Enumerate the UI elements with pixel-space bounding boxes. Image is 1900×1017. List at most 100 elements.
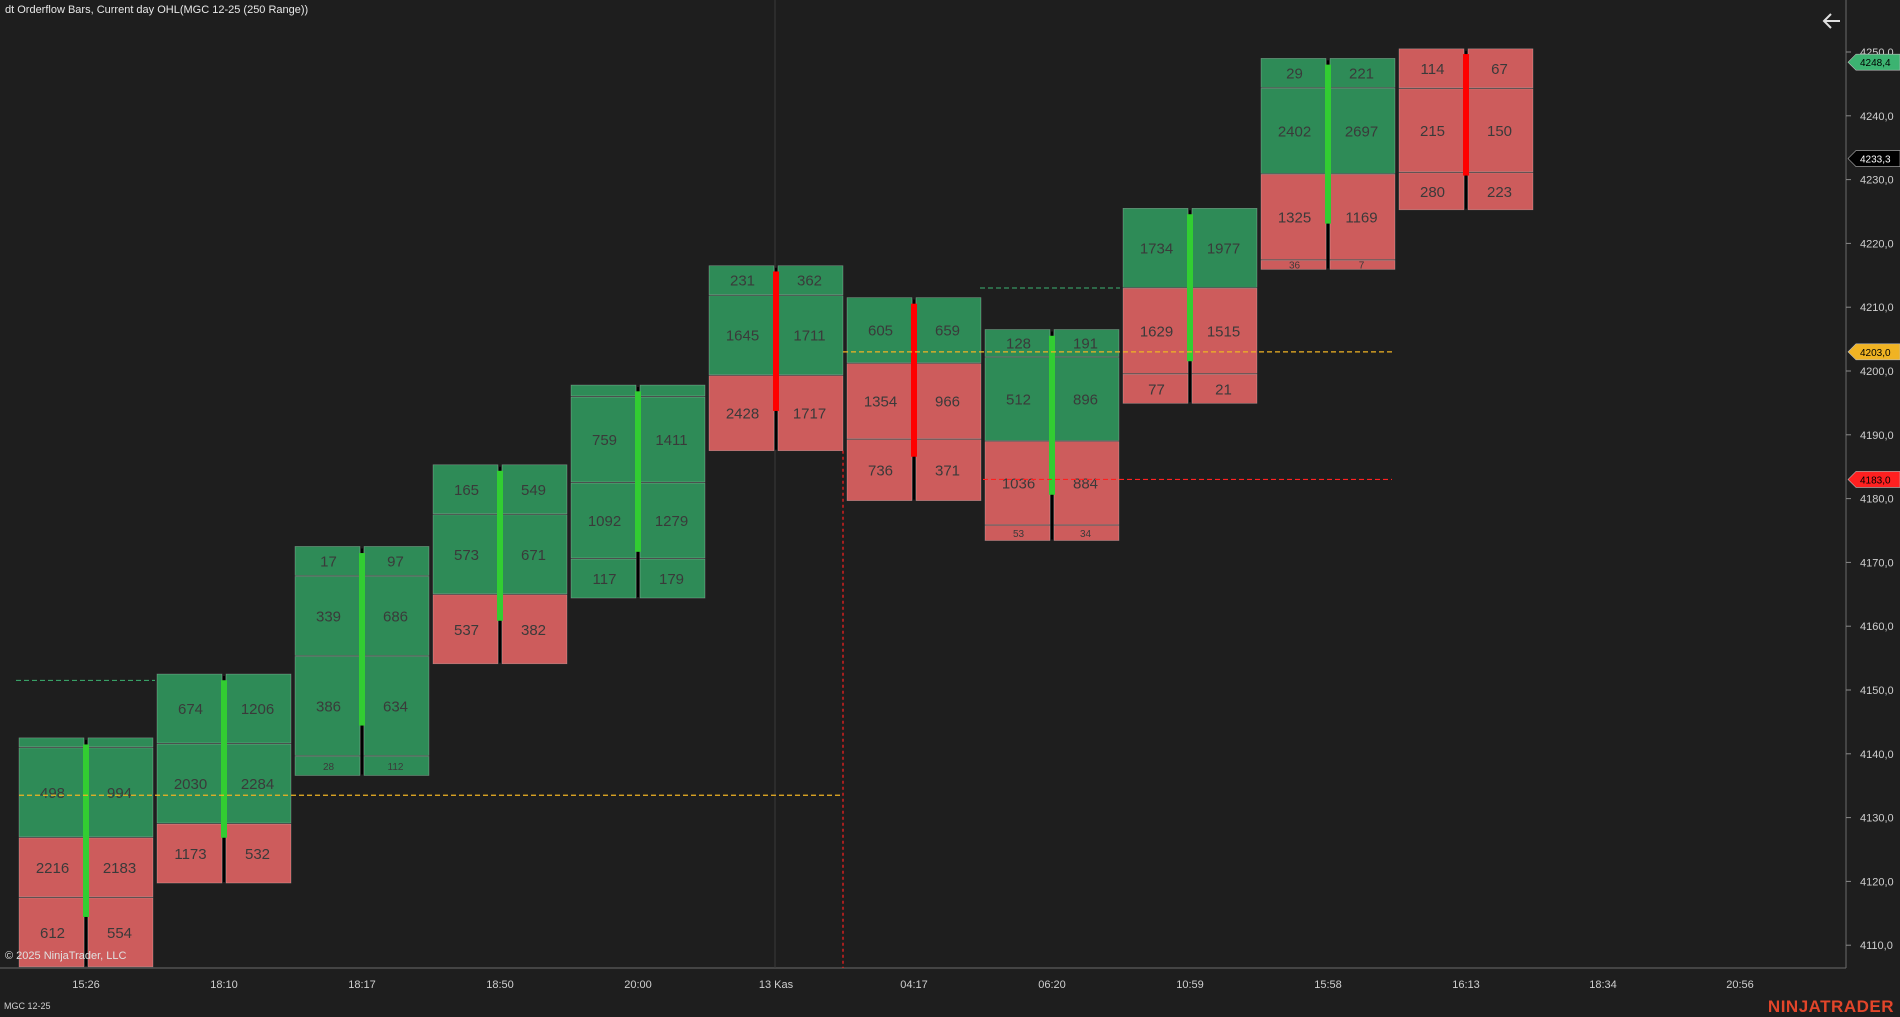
bid-cell[interactable]: [432, 594, 499, 665]
bid-volume: 29: [1286, 65, 1303, 82]
bid-cell[interactable]: [294, 546, 361, 576]
bid-volume: 1092: [588, 513, 621, 530]
bid-cell[interactable]: [984, 441, 1051, 525]
ask-cell[interactable]: [1053, 525, 1120, 541]
bid-volume: 674: [178, 701, 203, 718]
ask-cell[interactable]: [639, 396, 706, 483]
back-button[interactable]: [1818, 8, 1846, 34]
bid-volume: 117: [593, 571, 617, 588]
bar-body: [497, 470, 503, 621]
time-label: 18:34: [1589, 979, 1617, 991]
bid-cell[interactable]: [18, 837, 85, 898]
bid-cell[interactable]: [570, 384, 637, 397]
bid-cell[interactable]: [1260, 260, 1327, 270]
bid-volume: 36: [1289, 261, 1301, 272]
price-marker-shape: [1847, 150, 1900, 167]
ask-cell[interactable]: [639, 384, 706, 397]
ask-cell[interactable]: [1053, 441, 1120, 525]
bid-cell[interactable]: [1260, 174, 1327, 260]
ask-cell[interactable]: [639, 558, 706, 599]
bid-cell[interactable]: [570, 482, 637, 559]
ask-cell[interactable]: [363, 656, 430, 756]
ask-cell[interactable]: [777, 265, 844, 296]
bid-cell[interactable]: [570, 396, 637, 483]
bid-cell[interactable]: [984, 357, 1051, 441]
ask-cell[interactable]: [1191, 288, 1258, 374]
bid-cell[interactable]: [846, 439, 913, 501]
ask-volume: 382: [521, 622, 546, 639]
ask-cell[interactable]: [1467, 172, 1534, 211]
ask-cell[interactable]: [87, 897, 154, 968]
price-marker-shape: [1847, 343, 1900, 361]
bid-volume: 1734: [1140, 240, 1173, 257]
bid-cell[interactable]: [1398, 48, 1465, 89]
bid-volume: 165: [454, 482, 479, 499]
price-tick-label: 4180,0: [1860, 494, 1894, 506]
bid-cell[interactable]: [708, 375, 775, 452]
brand-logo: NINJATRADER: [1767, 997, 1894, 1016]
bid-cell[interactable]: [18, 737, 85, 748]
price-marker-label: 4203,0: [1860, 348, 1891, 359]
bid-cell[interactable]: [570, 558, 637, 599]
bid-cell[interactable]: [1122, 208, 1189, 288]
bid-volume: 17: [320, 553, 337, 570]
time-label: 10:59: [1176, 979, 1204, 991]
price-tick-label: 4140,0: [1860, 749, 1894, 761]
bid-cell[interactable]: [156, 673, 223, 744]
ask-volume: 179: [659, 571, 684, 588]
ask-cell[interactable]: [363, 756, 430, 776]
bid-cell[interactable]: [156, 823, 223, 884]
ask-cell[interactable]: [1329, 58, 1396, 88]
ask-cell[interactable]: [1053, 357, 1120, 441]
ask-cell[interactable]: [1329, 260, 1396, 270]
ask-cell[interactable]: [363, 576, 430, 656]
ask-cell[interactable]: [87, 737, 154, 748]
bid-cell[interactable]: [708, 295, 775, 376]
ask-cell[interactable]: [915, 439, 982, 501]
bid-cell[interactable]: [1122, 374, 1189, 404]
bid-volume: 1354: [864, 394, 897, 411]
ask-cell[interactable]: [777, 295, 844, 376]
bid-cell[interactable]: [18, 897, 85, 968]
time-label: 15:58: [1314, 979, 1342, 991]
ask-cell[interactable]: [1191, 374, 1258, 404]
ask-cell[interactable]: [1467, 88, 1534, 173]
bid-cell[interactable]: [156, 743, 223, 824]
ask-cell[interactable]: [87, 837, 154, 898]
ask-volume: 1717: [793, 406, 826, 423]
price-marker-shape: [1847, 471, 1900, 488]
bid-cell[interactable]: [1398, 172, 1465, 211]
bid-cell[interactable]: [1260, 88, 1327, 174]
ask-cell[interactable]: [1191, 208, 1258, 288]
price-tick-label: 4220,0: [1860, 238, 1894, 250]
ask-cell[interactable]: [225, 673, 292, 744]
ask-volume: 634: [383, 698, 408, 715]
bid-cell[interactable]: [846, 363, 913, 439]
ask-cell[interactable]: [225, 743, 292, 824]
bid-cell[interactable]: [1122, 288, 1189, 374]
ask-cell[interactable]: [501, 514, 568, 595]
price-tick-label: 4160,0: [1860, 621, 1894, 633]
ask-cell[interactable]: [1467, 48, 1534, 89]
ask-cell[interactable]: [363, 546, 430, 576]
ask-cell[interactable]: [225, 823, 292, 884]
bid-cell[interactable]: [294, 656, 361, 756]
ask-cell[interactable]: [639, 482, 706, 559]
ask-cell[interactable]: [501, 464, 568, 515]
time-label: 04:17: [900, 979, 928, 991]
ask-cell[interactable]: [501, 594, 568, 665]
ask-volume: 554: [107, 925, 132, 942]
bid-volume: 2428: [726, 406, 759, 423]
bid-cell[interactable]: [432, 514, 499, 595]
ask-cell[interactable]: [1329, 174, 1396, 260]
bid-cell[interactable]: [18, 747, 85, 838]
ask-cell[interactable]: [777, 375, 844, 452]
price-marker: 4248,4: [1847, 53, 1900, 71]
price-marker-label: 4248,4: [1860, 58, 1891, 69]
ask-cell[interactable]: [1329, 88, 1396, 174]
bid-volume: 573: [454, 547, 479, 564]
bid-cell[interactable]: [708, 265, 775, 296]
bid-cell[interactable]: [294, 756, 361, 776]
bid-cell[interactable]: [984, 525, 1051, 541]
